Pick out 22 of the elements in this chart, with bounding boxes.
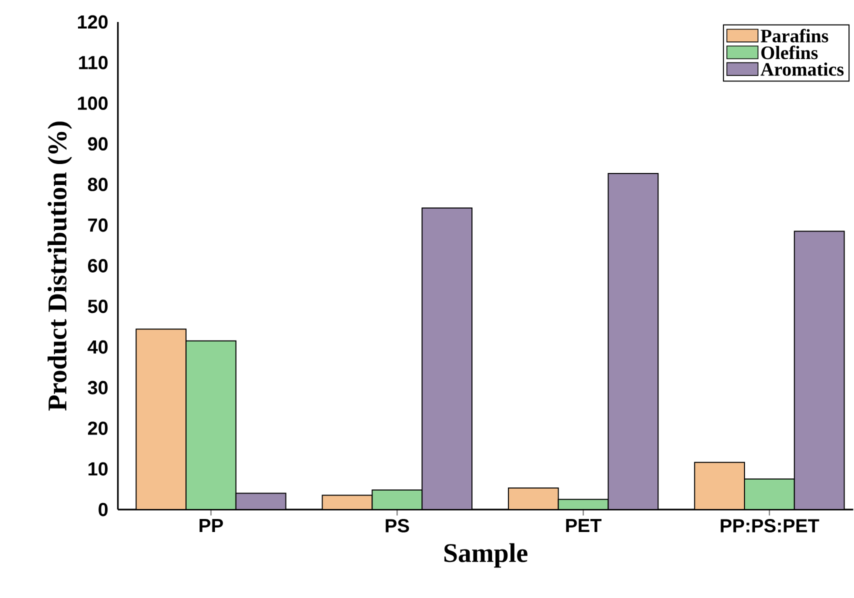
y-tick-label: 50 [88,299,108,313]
y-tick-label: 110 [79,56,108,70]
y-tick-label: 70 [88,218,108,232]
y-tick-label: 10 [88,462,108,476]
y-tick-label: 90 [88,136,108,150]
legend-label: Parafins [760,28,828,42]
legend-label: Olefins [761,45,818,59]
y-tick-label: 80 [88,178,108,191]
y-tick-label: 30 [88,380,108,394]
y-tick-label: 120 [78,15,108,28]
legend-label: Aromatics [760,62,844,76]
y-tick-label: 40 [88,340,108,354]
x-tick-label: PS [386,518,409,532]
x-tick-label: PP [200,518,223,532]
y-tick-label: 0 [98,502,108,516]
y-tick-label: 100 [78,96,108,110]
x-axis-title: Sample [444,543,528,568]
y-axis-title: Product Distribution (%) [48,121,72,410]
y-tick-label: 20 [88,421,108,435]
y-tick-label: 60 [88,258,108,272]
x-tick-label: PET [566,518,602,532]
x-tick-label: PP:PS:PET [720,518,820,532]
